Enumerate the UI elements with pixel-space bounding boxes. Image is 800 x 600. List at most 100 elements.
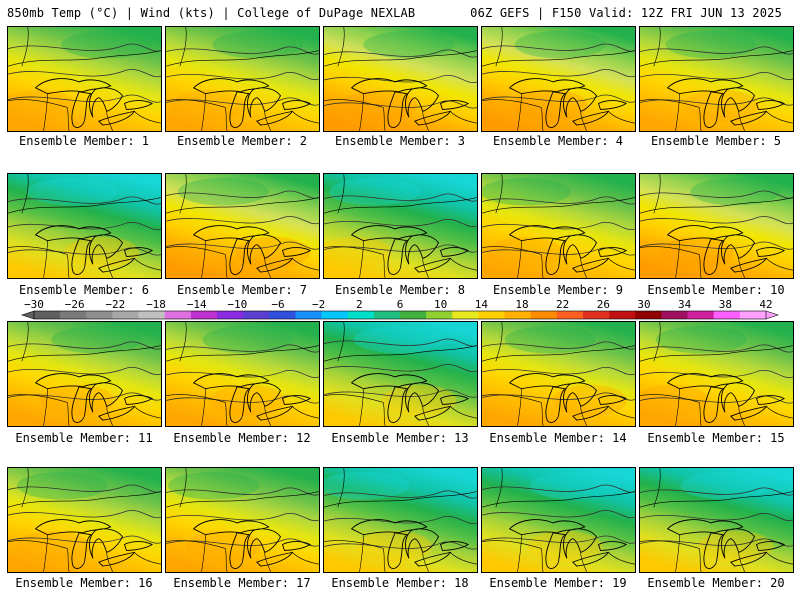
ensemble-member-label: Ensemble Member: 4 <box>492 134 624 148</box>
ensemble-member-map <box>7 467 162 573</box>
colorbar-swatch <box>400 311 427 319</box>
ensemble-member-map <box>165 173 320 279</box>
colorbar-swatch <box>373 311 401 319</box>
ensemble-member-label: Ensemble Member: 20 <box>647 576 785 590</box>
colorbar-tick-label: 26 <box>597 298 610 311</box>
great-lakes-outline <box>666 225 786 275</box>
temperature-field <box>8 27 161 131</box>
ensemble-member-label: Ensemble Member: 10 <box>647 283 785 297</box>
great-lakes-outline <box>508 373 628 423</box>
colorbar-tick-label: 2 <box>356 298 363 311</box>
ensemble-member-label: Ensemble Member: 8 <box>334 283 466 297</box>
colorbar-tick-label: 18 <box>515 298 528 311</box>
great-lakes-outline <box>508 78 628 128</box>
ensemble-member-map <box>165 467 320 573</box>
ensemble-member-label: Ensemble Member: 12 <box>173 431 311 445</box>
ensemble-member-label: Ensemble Member: 6 <box>18 283 150 297</box>
ensemble-member-label: Ensemble Member: 7 <box>176 283 308 297</box>
temperature-field <box>324 468 477 572</box>
great-lakes-outline <box>34 519 154 569</box>
colorbar-tick-label: 42 <box>759 298 772 311</box>
temperature-field <box>324 174 477 278</box>
great-lakes-outline <box>34 78 154 128</box>
ensemble-member-label: Ensemble Member: 11 <box>15 431 153 445</box>
colorbar-swatch <box>739 311 767 319</box>
colorbar-tick-label: −14 <box>187 298 207 311</box>
great-lakes-outline <box>34 225 154 275</box>
ensemble-member-label: Ensemble Member: 15 <box>647 431 785 445</box>
ensemble-member-map <box>323 26 478 132</box>
colorbar-swatch <box>86 311 113 319</box>
ensemble-member-map <box>639 467 794 573</box>
ensemble-member-label: Ensemble Member: 16 <box>15 576 153 590</box>
temperature-field <box>166 174 319 278</box>
ensemble-member-label: Ensemble Member: 17 <box>173 576 311 590</box>
colorbar-tick-label: 6 <box>397 298 404 311</box>
colorbar-swatch <box>556 311 584 319</box>
colorbar-swatch <box>243 311 270 319</box>
temperature-field <box>166 322 319 426</box>
colorbar-tick-label: −26 <box>65 298 85 311</box>
temperature-field <box>640 174 793 278</box>
ensemble-member-label: Ensemble Member: 1 <box>18 134 150 148</box>
colorbar-swatch <box>530 311 558 319</box>
ensemble-member-map <box>481 173 636 279</box>
temperature-colorbar: −30 −26 −22 −18 −14 −10 −6 −2 2 6 10 14 18 22 26 30 34 38… <box>0 297 800 323</box>
great-lakes-outline <box>192 519 312 569</box>
colorbar-swatch <box>269 311 296 319</box>
ensemble-member-map <box>7 173 162 279</box>
temperature-field <box>640 27 793 131</box>
great-lakes-outline <box>666 78 786 128</box>
ensemble-member-map <box>165 26 320 132</box>
colorbar-tick-label: −6 <box>271 298 284 311</box>
colorbar-swatch <box>504 311 532 319</box>
temperature-field <box>166 27 319 131</box>
colorbar-swatch <box>34 311 61 319</box>
ensemble-member-map <box>639 173 794 279</box>
colorbar-swatch <box>426 311 453 319</box>
ensemble-member-label: Ensemble Member: 9 <box>492 283 624 297</box>
temperature-field <box>482 27 635 131</box>
temperature-field <box>324 27 477 131</box>
temperature-field <box>166 468 319 572</box>
ensemble-member-label: Ensemble Member: 5 <box>650 134 782 148</box>
colorbar-tick-label: 30 <box>637 298 650 311</box>
colorbar-tick-label: 10 <box>434 298 447 311</box>
colorbar-swatch <box>112 311 139 319</box>
ensemble-member-label: Ensemble Member: 3 <box>334 134 466 148</box>
great-lakes-outline <box>350 225 470 275</box>
colorbar-swatch <box>713 311 741 319</box>
ensemble-member-map <box>7 321 162 427</box>
colorbar-tick-label: −10 <box>227 298 247 311</box>
colorbar-swatch <box>190 311 218 319</box>
ensemble-member-map <box>481 467 636 573</box>
ensemble-member-map <box>639 26 794 132</box>
temperature-field <box>482 322 635 426</box>
great-lakes-outline <box>508 225 628 275</box>
ensemble-member-map <box>481 321 636 427</box>
ensemble-member-map <box>323 467 478 573</box>
great-lakes-outline <box>350 373 470 423</box>
colorbar-swatch <box>321 311 349 319</box>
great-lakes-outline <box>350 519 470 569</box>
temperature-field <box>324 322 477 426</box>
temperature-field <box>482 174 635 278</box>
ensemble-member-label: Ensemble Member: 18 <box>331 576 469 590</box>
great-lakes-outline <box>666 373 786 423</box>
colorbar-swatch <box>478 311 505 319</box>
colorbar-swatch <box>609 311 636 319</box>
colorbar-swatch <box>452 311 479 319</box>
great-lakes-outline <box>192 373 312 423</box>
model-valid-time: 06Z GEFS | F150 Valid: 12Z FRI JUN 13 20… <box>470 6 782 20</box>
great-lakes-outline <box>192 78 312 128</box>
colorbar-swatch <box>583 311 610 319</box>
colorbar-tick-label: −2 <box>312 298 325 311</box>
chart-title: 850mb Temp (°C) | Wind (kts) | College o… <box>7 6 416 20</box>
ensemble-member-map <box>639 321 794 427</box>
temperature-field <box>8 322 161 426</box>
ensemble-member-map <box>323 173 478 279</box>
great-lakes-outline <box>508 519 628 569</box>
great-lakes-outline <box>666 519 786 569</box>
ensemble-member-map <box>165 321 320 427</box>
colorbar-swatch <box>217 311 244 319</box>
